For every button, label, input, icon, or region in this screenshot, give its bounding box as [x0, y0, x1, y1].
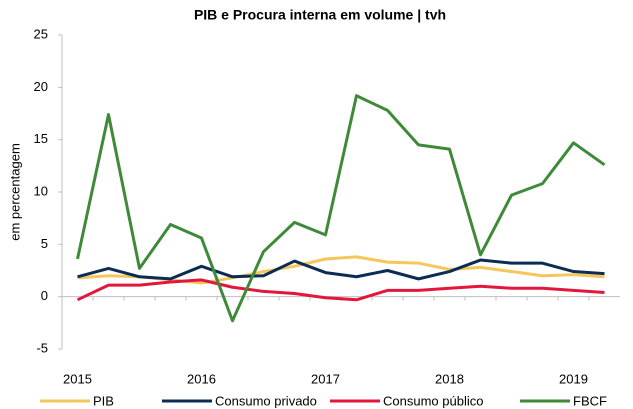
x-tick-label: 2015 — [63, 371, 92, 386]
legend-label: PIB — [93, 393, 114, 408]
y-tick-label: 15 — [34, 131, 48, 146]
y-tick-label: -5 — [36, 340, 48, 355]
y-tick-label: 5 — [41, 236, 48, 251]
y-tick-label: 25 — [34, 26, 48, 41]
y-tick-label: 0 — [41, 288, 48, 303]
x-tick-label: 2019 — [559, 371, 588, 386]
legend-label: Consumo público — [383, 393, 483, 408]
y-axis-label: em percentagem — [7, 143, 22, 241]
x-tick-label: 2016 — [187, 371, 216, 386]
series-line — [76, 278, 605, 302]
series-line — [76, 94, 606, 323]
series-line — [77, 258, 605, 281]
legend-label: FBCF — [573, 393, 607, 408]
x-tick-label: 2017 — [311, 371, 340, 386]
y-tick-label: 20 — [34, 79, 48, 94]
legend-label: Consumo privado — [215, 393, 317, 408]
chart-title: PIB e Procura interna em volume | tvh — [194, 7, 446, 23]
x-tick-label: 2018 — [435, 371, 464, 386]
y-tick-label: 10 — [34, 183, 48, 198]
